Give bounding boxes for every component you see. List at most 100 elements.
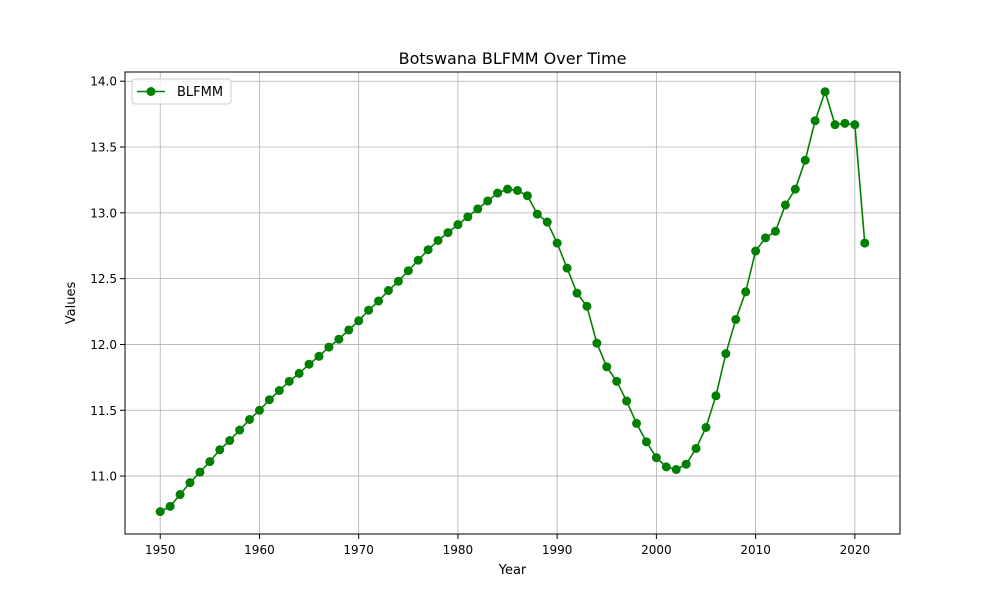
x-tick-label: 1980 <box>443 543 474 557</box>
x-tick-label: 1960 <box>244 543 275 557</box>
data-point <box>215 445 225 455</box>
data-point <box>522 191 532 201</box>
y-tick-label: 13.0 <box>90 206 117 220</box>
data-point <box>463 212 473 222</box>
data-point <box>671 465 681 475</box>
data-point <box>344 325 354 335</box>
data-point <box>790 184 800 194</box>
x-tick-label: 2010 <box>740 543 771 557</box>
data-point <box>155 507 165 517</box>
data-point <box>701 422 711 432</box>
data-point <box>820 87 830 97</box>
data-point <box>632 418 642 428</box>
y-tick-label: 11.0 <box>90 470 117 484</box>
data-point <box>383 285 393 295</box>
data-point <box>364 305 374 315</box>
data-point <box>334 334 344 344</box>
data-point <box>622 396 632 406</box>
data-point <box>294 368 304 378</box>
data-point <box>850 120 860 130</box>
grid <box>125 72 900 534</box>
data-point <box>592 338 602 348</box>
x-tick-label: 1950 <box>145 543 176 557</box>
data-point <box>552 238 562 248</box>
data-point <box>245 414 255 424</box>
data-point <box>493 188 503 198</box>
data-point <box>433 235 443 245</box>
data-point <box>770 226 780 236</box>
plot-frame <box>124 71 901 535</box>
data-point <box>284 376 294 386</box>
data-point <box>165 501 175 511</box>
data-point <box>830 120 840 130</box>
legend-label-blfmm: BLFMM <box>177 85 223 100</box>
data-point <box>473 204 483 214</box>
data-point <box>354 316 364 326</box>
x-tick-label: 1990 <box>542 543 573 557</box>
data-point <box>751 246 761 256</box>
y-tick-label: 12.5 <box>90 272 117 286</box>
data-point <box>254 405 264 415</box>
data-point <box>175 490 185 500</box>
data-point <box>443 228 453 238</box>
x-tick-label: 2000 <box>641 543 672 557</box>
axis-ticks: 1950 1960 1970 1980 1990 2000 2010 2020 11.0 11.5… <box>90 75 870 557</box>
data-point <box>453 220 463 230</box>
data-point <box>324 342 334 352</box>
data-point <box>661 462 671 472</box>
data-point <box>860 238 870 248</box>
chart-title: Botswana BLFMM Over Time <box>399 49 627 68</box>
data-point <box>691 443 701 453</box>
data-point <box>274 386 284 396</box>
legend-box <box>131 78 232 105</box>
data-point <box>651 453 661 463</box>
data-point <box>562 263 572 273</box>
data-point <box>612 376 622 386</box>
data-point <box>195 467 205 477</box>
data-point <box>721 349 731 359</box>
y-tick-label: 13.5 <box>90 141 117 155</box>
data-point <box>572 288 582 298</box>
data-point <box>235 425 245 435</box>
data-point <box>403 266 413 276</box>
x-tick-label: 1970 <box>343 543 374 557</box>
data-point <box>304 359 314 369</box>
data-point <box>264 395 274 405</box>
data-point <box>761 233 771 243</box>
data-point <box>503 184 513 194</box>
y-tick-label: 12.0 <box>90 338 117 352</box>
data-point <box>205 457 215 467</box>
data-point <box>532 209 542 219</box>
data-point <box>423 245 433 255</box>
data-point <box>185 478 195 488</box>
data-point <box>374 296 384 306</box>
x-axis-label: Year <box>498 563 527 578</box>
data-point <box>731 314 741 324</box>
data-point <box>483 196 493 206</box>
data-point <box>225 436 235 446</box>
data-point <box>800 155 810 165</box>
x-tick-label: 2020 <box>840 543 871 557</box>
y-tick-label: 11.5 <box>90 404 117 418</box>
data-point <box>681 459 691 469</box>
y-axis-label: Values <box>64 282 79 325</box>
data-point <box>810 116 820 126</box>
data-point <box>741 287 751 297</box>
data-point <box>413 255 423 265</box>
data-point <box>314 351 324 361</box>
y-tick-label: 14.0 <box>90 75 117 89</box>
data-point <box>582 301 592 311</box>
data-point <box>641 437 651 447</box>
data-point <box>780 200 790 210</box>
data-point <box>512 185 522 195</box>
data-point <box>542 217 552 227</box>
legend: BLFMM <box>131 78 232 105</box>
legend-marker-swatch <box>146 87 156 96</box>
data-point <box>711 391 721 401</box>
data-point <box>602 362 612 372</box>
data-point <box>393 276 403 286</box>
series-layer <box>155 87 870 517</box>
data-point <box>840 118 850 128</box>
